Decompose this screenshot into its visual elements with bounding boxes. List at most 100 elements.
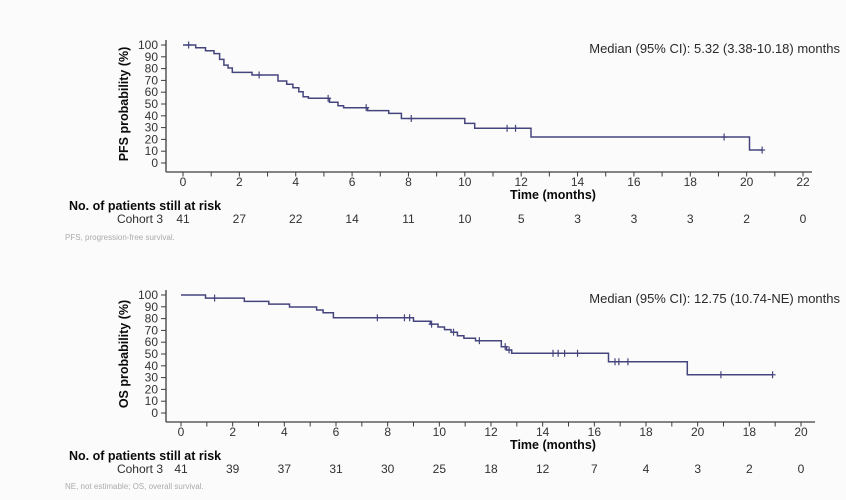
risk-count: 14 xyxy=(345,212,359,226)
risk-count: 2 xyxy=(746,462,753,476)
y-tick-label: 20 xyxy=(145,132,159,146)
risk-count: 39 xyxy=(226,462,240,476)
risk-count: 10 xyxy=(458,212,472,226)
pfs-x-tick-labels: 0 2 4 6 8 10 12 14 16 18 20 22 xyxy=(180,175,810,189)
x-tick-label: 16 xyxy=(627,175,641,189)
y-tick-label: 40 xyxy=(145,359,159,373)
risk-count: 7 xyxy=(591,462,598,476)
pfs-median-annotation: Median (95% CI): 5.32 (3.38-10.18) month… xyxy=(589,41,840,56)
x-tick-label: 20 xyxy=(691,425,705,439)
x-tick-label: 14 xyxy=(571,175,585,189)
y-tick-label: 0 xyxy=(151,406,158,420)
risk-count: 30 xyxy=(381,462,395,476)
risk-count: 27 xyxy=(233,212,247,226)
pfs-risk-section-title: No. of patients still at risk xyxy=(69,199,221,213)
risk-count: 22 xyxy=(289,212,303,226)
os-km-chart: 100 90 80 70 60 50 40 30 20 10 0 0 2 4 6 8 10 12 14 16 18 20… xyxy=(0,250,846,500)
pfs-x-axis-title: Time (months) xyxy=(510,188,596,202)
risk-count: 5 xyxy=(518,212,525,226)
pfs-risk-counts: 41 27 22 14 11 10 5 3 3 3 2 0 xyxy=(176,212,806,226)
os-survival-curve xyxy=(181,294,773,376)
x-tick-label: 12 xyxy=(484,425,498,439)
risk-count: 12 xyxy=(536,462,550,476)
y-tick-label: 70 xyxy=(145,73,159,87)
y-tick-label: 80 xyxy=(145,62,159,76)
y-tick-label: 60 xyxy=(145,335,159,349)
x-tick-label: 0 xyxy=(178,425,185,439)
y-tick-label: 10 xyxy=(145,394,159,408)
os-median-annotation: Median (95% CI): 12.75 (10.74-NE) months xyxy=(589,291,840,306)
x-tick-label: 18 xyxy=(684,175,698,189)
os-risk-row-label: Cohort 3 xyxy=(117,462,163,476)
risk-count: 18 xyxy=(484,462,498,476)
os-axes xyxy=(161,290,815,427)
y-tick-label: 50 xyxy=(145,97,159,111)
x-tick-label: 20 xyxy=(794,425,808,439)
pfs-risk-row-label: Cohort 3 xyxy=(117,212,163,226)
risk-count: 3 xyxy=(694,462,701,476)
x-tick-label: 10 xyxy=(458,175,472,189)
x-tick-label: 18 xyxy=(639,425,653,439)
os-x-tick-labels: 0 2 4 6 8 10 12 14 16 18 20 18 20 xyxy=(178,425,808,439)
pfs-y-axis-title: PFS probability (%) xyxy=(117,47,131,162)
os-x-axis-title: Time (months) xyxy=(510,438,596,452)
pfs-km-chart: 100 90 80 70 60 50 40 30 20 10 0 0 2 4 6 8 10 12 14 16 18 20… xyxy=(65,38,840,242)
os-censor-marks xyxy=(211,294,776,379)
x-tick-label: 8 xyxy=(384,425,391,439)
y-tick-label: 90 xyxy=(145,300,159,314)
pfs-censor-marks xyxy=(185,41,766,154)
x-tick-label: 6 xyxy=(333,425,340,439)
y-tick-label: 30 xyxy=(145,121,159,135)
x-tick-label: 4 xyxy=(281,425,288,439)
pfs-survival-curve xyxy=(183,44,763,151)
x-tick-label: 0 xyxy=(180,175,187,189)
x-tick-label: 8 xyxy=(405,175,412,189)
risk-count: 0 xyxy=(800,212,807,226)
y-tick-label: 40 xyxy=(145,109,159,123)
pfs-axes xyxy=(161,40,812,177)
pfs-footnote: PFS, progression-free survival. xyxy=(65,233,175,242)
y-tick-label: 10 xyxy=(145,144,159,158)
x-tick-label: 6 xyxy=(349,175,356,189)
risk-count: 3 xyxy=(574,212,581,226)
risk-count: 11 xyxy=(402,212,415,226)
x-tick-label: 2 xyxy=(236,175,243,189)
risk-count: 0 xyxy=(798,462,805,476)
risk-count: 31 xyxy=(329,462,343,476)
y-tick-label: 100 xyxy=(138,38,158,52)
os-risk-section-title: No. of patients still at risk xyxy=(69,449,221,463)
x-tick-label: 20 xyxy=(740,175,754,189)
os-y-axis-title: OS probability (%) xyxy=(117,300,131,408)
x-tick-label: 18 xyxy=(743,425,757,439)
x-tick-label: 4 xyxy=(292,175,299,189)
y-tick-label: 20 xyxy=(145,382,159,396)
y-tick-label: 60 xyxy=(145,85,159,99)
risk-count: 2 xyxy=(743,212,750,226)
x-tick-label: 12 xyxy=(515,175,529,189)
x-tick-label: 16 xyxy=(588,425,602,439)
risk-count: 3 xyxy=(631,212,638,226)
x-tick-label: 10 xyxy=(433,425,447,439)
os-footnote: NE, not estimable; OS, overall survival. xyxy=(65,482,204,491)
y-tick-label: 90 xyxy=(145,50,159,64)
risk-count: 3 xyxy=(687,212,694,226)
risk-count: 41 xyxy=(176,212,190,226)
risk-count: 37 xyxy=(278,462,292,476)
y-tick-label: 50 xyxy=(145,347,159,361)
x-tick-label: 2 xyxy=(229,425,236,439)
risk-count: 41 xyxy=(174,462,188,476)
x-tick-label: 22 xyxy=(796,175,810,189)
risk-count: 4 xyxy=(643,462,650,476)
y-tick-label: 0 xyxy=(151,156,158,170)
risk-count: 25 xyxy=(433,462,447,476)
y-tick-label: 70 xyxy=(145,323,159,337)
y-tick-label: 30 xyxy=(145,371,159,385)
y-tick-label: 100 xyxy=(138,288,158,302)
os-risk-counts: 41 39 37 31 30 25 18 12 7 4 3 2 0 xyxy=(174,462,804,476)
x-tick-label: 14 xyxy=(536,425,550,439)
y-tick-label: 80 xyxy=(145,312,159,326)
